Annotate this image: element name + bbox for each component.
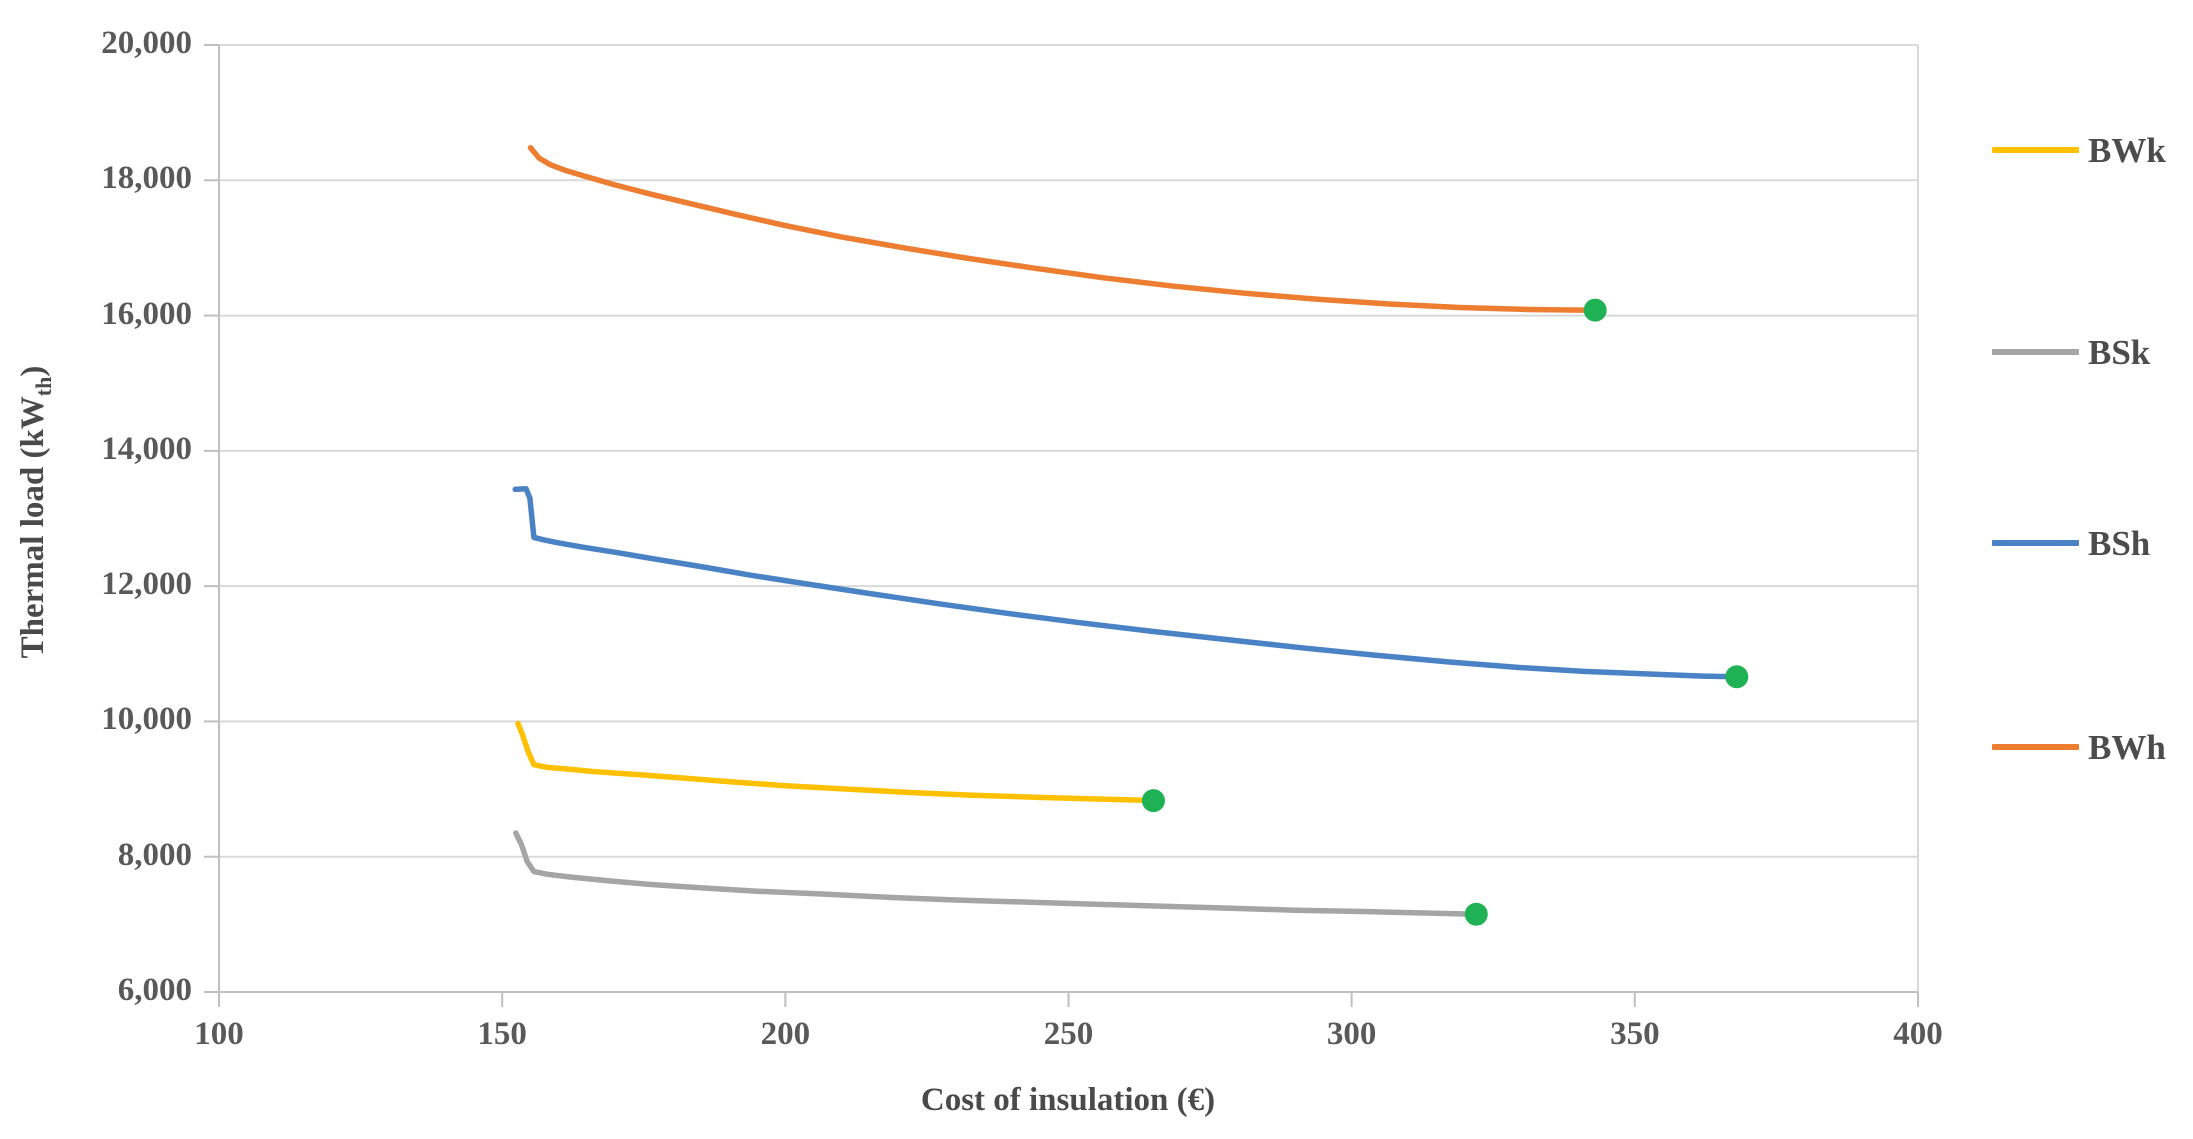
legend-swatch-BSh	[1992, 540, 2079, 546]
y-tick-label: 16,000	[101, 295, 192, 332]
y-tick-label: 18,000	[101, 160, 192, 197]
y-tick-label: 20,000	[101, 25, 192, 62]
legend-item-BWh: BWh	[1992, 725, 2166, 769]
legend-label-BWh: BWh	[2088, 727, 2166, 767]
legend-item-BSk: BSk	[1992, 330, 2150, 374]
y-tick-label: 6,000	[117, 972, 192, 1009]
y-tick-label: 10,000	[101, 701, 192, 738]
x-tick-label: 150	[477, 1016, 527, 1052]
series-line-BSh	[512, 485, 1740, 680]
legend-label-BWk: BWk	[2088, 130, 2166, 170]
y-axis-title-subscript: th	[30, 376, 56, 397]
y-axis-title-text: Thermal load (kW	[15, 396, 52, 659]
legend-swatch-BWh	[1992, 744, 2079, 750]
series-endpoint-marker-BSh	[1725, 665, 1749, 689]
series-line-BSk	[513, 830, 1480, 917]
x-axis-title: Cost of insulation (€)	[920, 1082, 1216, 1118]
legend-swatch-BSk	[1992, 349, 2079, 355]
legend-label-BSk: BSk	[2088, 332, 2151, 372]
legend-item-BSh: BSh	[1992, 521, 2150, 565]
series-endpoint-marker-BWh	[1583, 298, 1607, 322]
series-line-BWh	[527, 145, 1598, 313]
x-tick-label: 200	[760, 1016, 811, 1052]
y-tick-label: 14,000	[101, 430, 192, 467]
y-axis-title: Thermal load (kWth)	[15, 366, 57, 659]
y-tick-label: 8,000	[117, 836, 192, 873]
legend-label-BSh: BSh	[2088, 523, 2151, 563]
series-endpoint-marker-BWk	[1141, 789, 1165, 813]
series-endpoint-marker-BSk	[1464, 902, 1488, 926]
x-tick-label: 400	[1893, 1016, 1943, 1052]
series-line-BWk	[515, 720, 1157, 804]
y-tick-label: 12,000	[101, 566, 192, 603]
legend-item-BWk: BWk	[1992, 128, 2166, 172]
x-tick-label: 300	[1326, 1016, 1377, 1052]
x-tick-label: 250	[1043, 1016, 1094, 1052]
legend-swatch-BWk	[1992, 147, 2079, 153]
x-tick-label: 100	[194, 1016, 244, 1052]
y-axis-title-close: )	[15, 365, 52, 377]
x-tick-label: 350	[1610, 1016, 1660, 1052]
